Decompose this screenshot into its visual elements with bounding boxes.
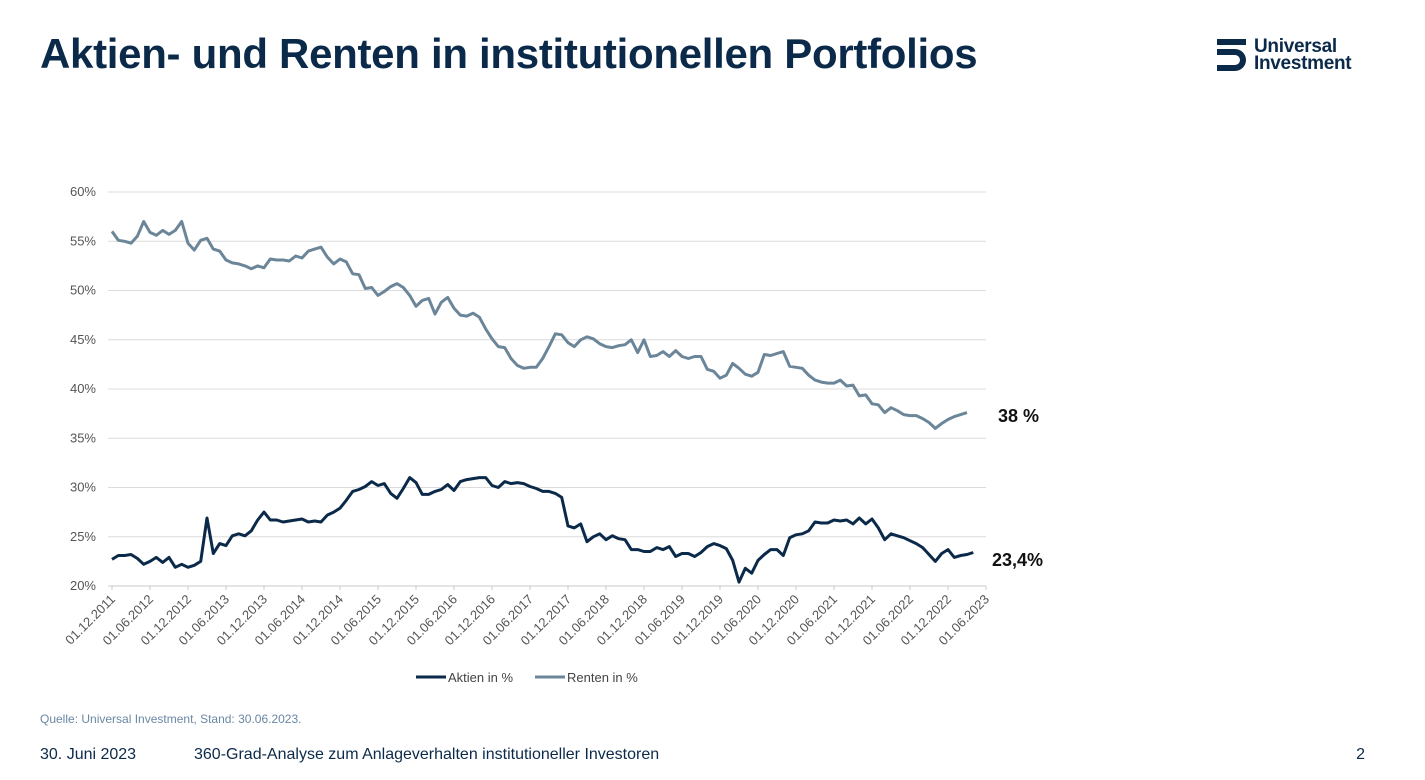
y-tick-label: 40% [70,381,96,396]
legend-label: Renten in % [567,670,638,685]
page-number: 2 [1356,746,1365,763]
y-tick-label: 45% [70,332,96,347]
logo-line-1: Universal [1254,36,1337,57]
y-tick-label: 20% [70,578,96,593]
y-tick-label: 35% [70,430,96,445]
footer-date: 30. Juni 2023 [40,746,137,763]
y-tick-label: 25% [70,529,96,544]
end-value-label: 38 % [998,406,1039,426]
series-line-aktien [111,476,974,584]
page-title: Aktien- und Renten in institutionellen P… [40,30,978,77]
logo-text: Universal Investment [1254,36,1352,74]
footer-title: 360-Grad-Analyse zum Anlageverhalten ins… [194,746,660,763]
logo-line-2: Investment [1254,53,1352,74]
universal-investment-logo-icon [1217,39,1246,71]
y-tick-label: 50% [70,283,96,298]
company-logo: Universal Investment [1215,36,1375,78]
y-tick-label: 55% [70,233,96,248]
end-value-label: 23,4% [992,550,1043,570]
y-tick-label: 60% [70,184,96,199]
source-note: Quelle: Universal Investment, Stand: 30.… [40,712,302,726]
y-tick-label: 30% [70,480,96,495]
series-line-renten [110,220,968,430]
line-chart: 20%25%30%35%40%45%50%55%60%01.12.201101.… [62,184,1043,685]
legend-label: Aktien in % [448,670,513,685]
